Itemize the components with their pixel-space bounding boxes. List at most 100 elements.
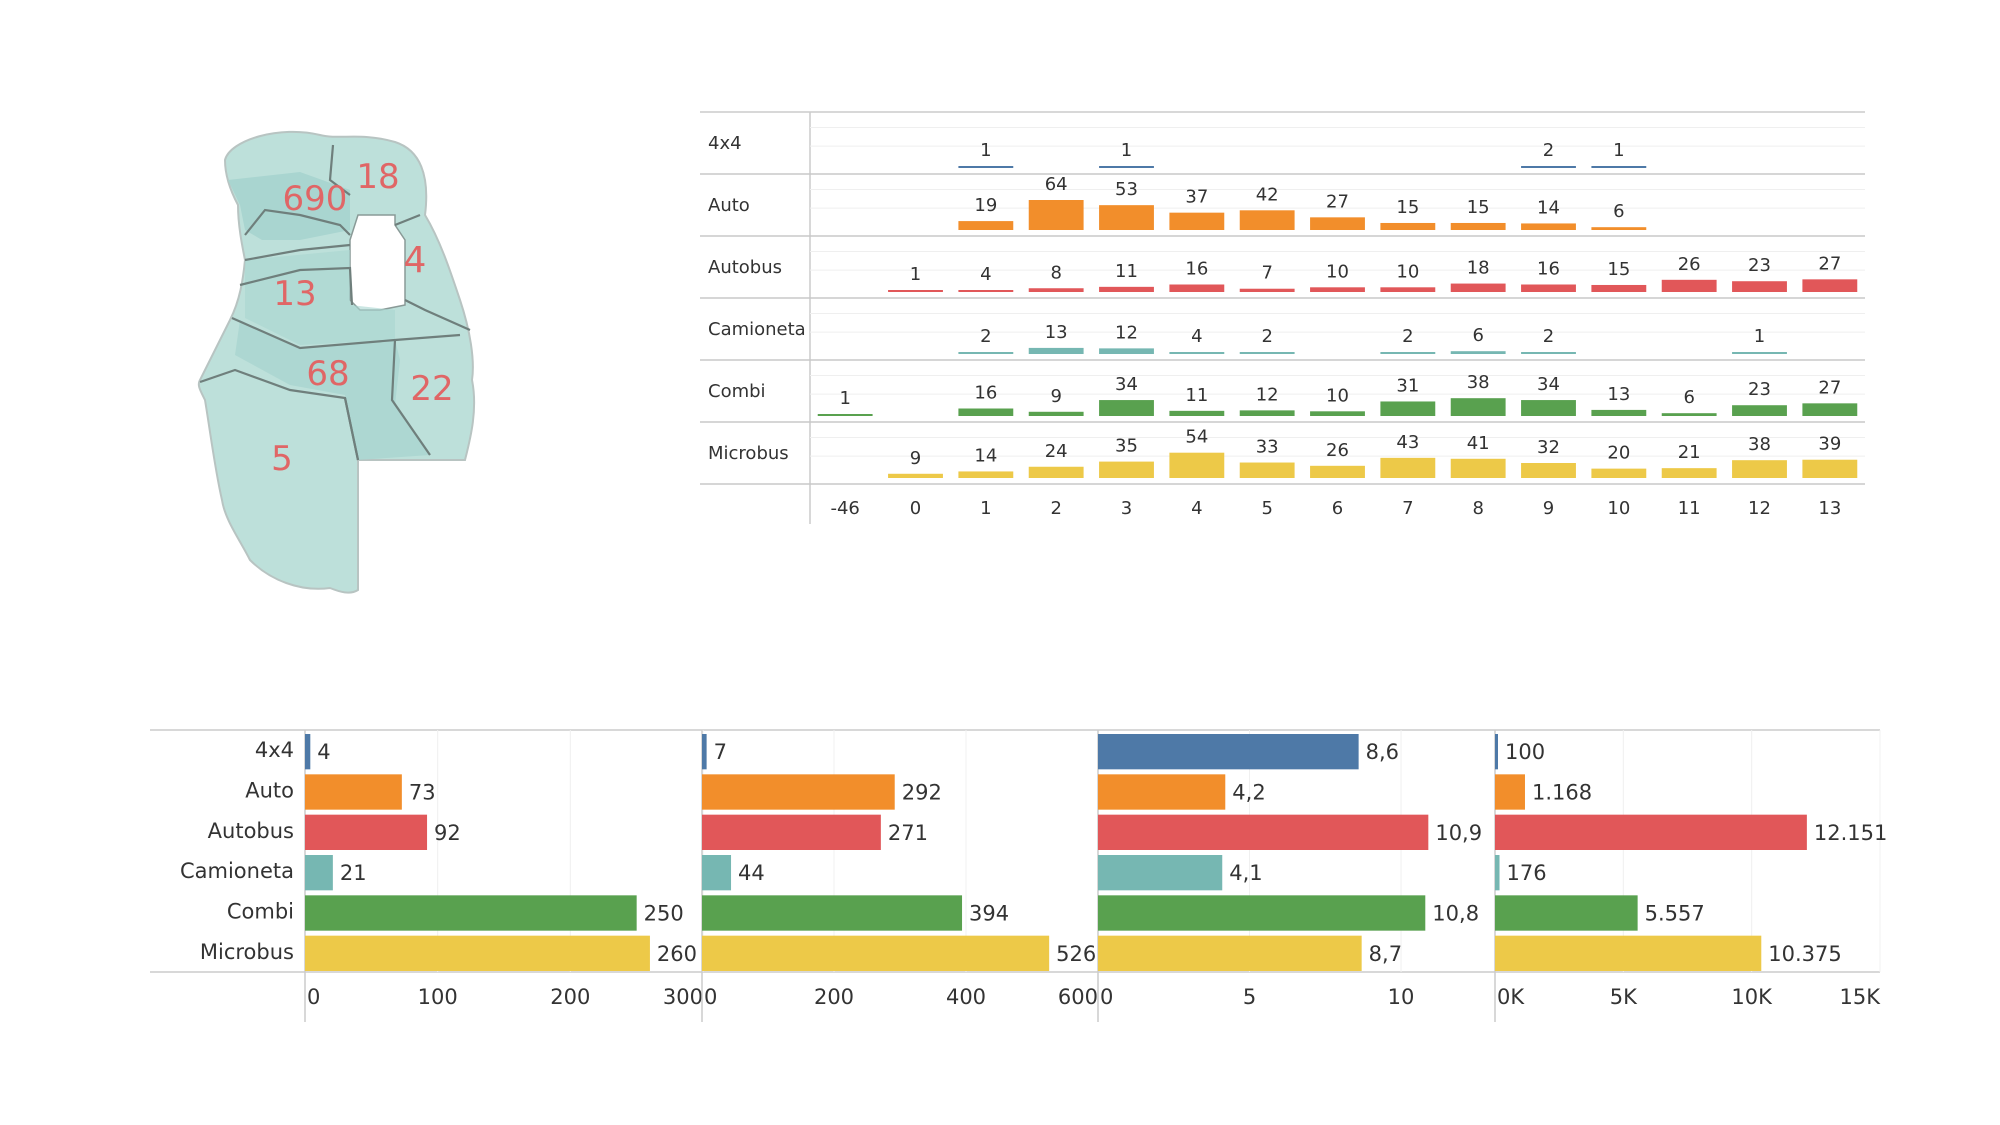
bottom-chart-data-label: 4,1: [1229, 861, 1262, 885]
top-chart-data-label: 6: [1472, 325, 1483, 346]
bottom-chart-tick-label: 0: [704, 985, 717, 1009]
top-chart-bar: [1521, 400, 1576, 416]
top-chart-tick-label: 13: [1818, 498, 1841, 519]
map-region-label: 13: [273, 274, 316, 314]
top-chart-data-label: 39: [1818, 434, 1841, 455]
bottom-chart-category-label: 4x4: [255, 738, 294, 762]
map-border-line: [244, 243, 351, 262]
bottom-chart-tick-label: 5: [1243, 985, 1256, 1009]
top-chart-bar: [1661, 413, 1717, 416]
bottom-chart-bar: [702, 774, 895, 810]
top-chart-bar: [1239, 410, 1295, 416]
top-chart-data-label: 10: [1396, 261, 1419, 282]
top-chart-data-label: 23: [1748, 379, 1771, 400]
top-chart-bar: [1661, 279, 1717, 292]
bottom-chart-tick-label: 200: [814, 985, 854, 1009]
bottom-chart-tick-label: 300: [663, 985, 703, 1009]
top-chart-data-label: 11: [1115, 261, 1138, 282]
top-chart-data-label: 11: [1185, 385, 1208, 406]
top-chart-data-label: 24: [1045, 441, 1068, 462]
bottom-chart-category-label: Microbus: [200, 940, 294, 964]
top-chart-bar: [1169, 410, 1225, 416]
top-chart-data-label: 2: [1543, 140, 1554, 161]
bottom-chart-bar: [305, 895, 637, 931]
top-chart-bar: [1239, 462, 1295, 478]
top-chart-bar: [1239, 288, 1295, 292]
top-chart-data-label: 1: [980, 140, 991, 161]
top-chart-bar: [1028, 411, 1084, 416]
bottom-chart-category-label: Combi: [227, 900, 294, 924]
top-chart-bar: [1028, 347, 1084, 354]
top-chart-data-label: 16: [974, 383, 997, 404]
top-chart-data-label: 13: [1607, 384, 1630, 405]
top-chart-bar: [1169, 352, 1225, 354]
bottom-chart-data-label: 260: [657, 942, 697, 966]
top-chart-tick-label: 11: [1678, 498, 1701, 519]
top-chart-tick-label: 7: [1402, 498, 1413, 519]
top-chart-bar: [1802, 279, 1858, 292]
top-chart-tick-label: 9: [1543, 498, 1554, 519]
top-chart-bar: [1310, 217, 1365, 230]
top-chart-data-label: 18: [1467, 258, 1490, 279]
top-chart-data-label: 14: [1537, 197, 1560, 218]
top-chart-data-label: 20: [1607, 443, 1630, 464]
top-chart-bar: [1591, 227, 1647, 230]
bottom-chart-data-label: 4,2: [1232, 781, 1265, 805]
top-chart-data-label: 34: [1537, 374, 1560, 395]
top-chart-data-label: 43: [1396, 432, 1419, 453]
top-chart-bar: [1521, 463, 1576, 478]
top-chart-data-label: 19: [974, 195, 997, 216]
top-chart-bar: [1380, 287, 1436, 292]
bottom-chart-category-label: Auto: [245, 779, 294, 803]
bottom-chart-bar: [1098, 774, 1226, 810]
top-chart-data-label: 1: [1754, 326, 1765, 347]
top-chart-row-label: Microbus: [708, 443, 789, 464]
bottom-chart-data-label: 8,7: [1369, 942, 1402, 966]
bottom-chart-bar: [1098, 734, 1359, 770]
top-chart-data-label: 64: [1045, 174, 1068, 195]
top-chart-row-label: Autobus: [708, 257, 782, 278]
bottom-chart-tick-label: 400: [946, 985, 986, 1009]
top-chart-data-label: 38: [1748, 434, 1771, 455]
top-chart-bar: [1591, 284, 1647, 292]
map-borders: [199, 144, 471, 461]
top-chart-bar: [1099, 400, 1154, 416]
map-region-center: [235, 320, 430, 460]
top-chart-data-label: 9: [910, 448, 921, 469]
map-border-line: [231, 316, 461, 350]
top-chart-data-label: 15: [1396, 197, 1419, 218]
top-chart-bar: [958, 408, 1014, 416]
top-chart-bar: [1169, 452, 1225, 478]
top-chart-data-label: 54: [1185, 427, 1208, 448]
top-chart-bar: [1310, 411, 1365, 416]
bottom-chart-data-label: 394: [969, 902, 1009, 926]
bottom-chart-data-label: 526: [1056, 942, 1096, 966]
bottom-chart-bar: [702, 935, 1050, 971]
top-chart-bar: [1380, 401, 1436, 416]
top-chart-tick-label: 6: [1332, 498, 1343, 519]
bottom-chart-bar: [1495, 855, 1500, 891]
top-chart-bar: [1380, 457, 1436, 478]
bottom-chart-data-label: 92: [434, 821, 461, 845]
top-chart-bar: [1521, 352, 1576, 354]
map-border-line: [390, 339, 431, 456]
top-chart-data-label: 42: [1256, 184, 1279, 205]
top-chart-data-label: 8: [1050, 262, 1061, 283]
bottom-chart-tick-label: 200: [550, 985, 590, 1009]
top-chart-data-label: 27: [1326, 191, 1349, 212]
bottom-chart-data-label: 7: [714, 740, 727, 764]
map-border-line: [394, 213, 421, 227]
bottom-chart-bar: [305, 734, 311, 770]
top-chart-bar: [1450, 351, 1506, 354]
top-chart-data-label: 9: [1050, 386, 1061, 407]
bottom-chart-tick-label: 15K: [1840, 985, 1882, 1009]
map-region-label: 22: [410, 369, 453, 409]
top-chart-data-label: 27: [1818, 253, 1841, 274]
top-chart-tick-label: 4: [1191, 498, 1202, 519]
map-region-label: 690: [283, 179, 348, 219]
top-chart-bar: [1591, 166, 1647, 168]
top-chart-bar: [888, 290, 943, 292]
top-chart-data-label: 16: [1185, 259, 1208, 280]
